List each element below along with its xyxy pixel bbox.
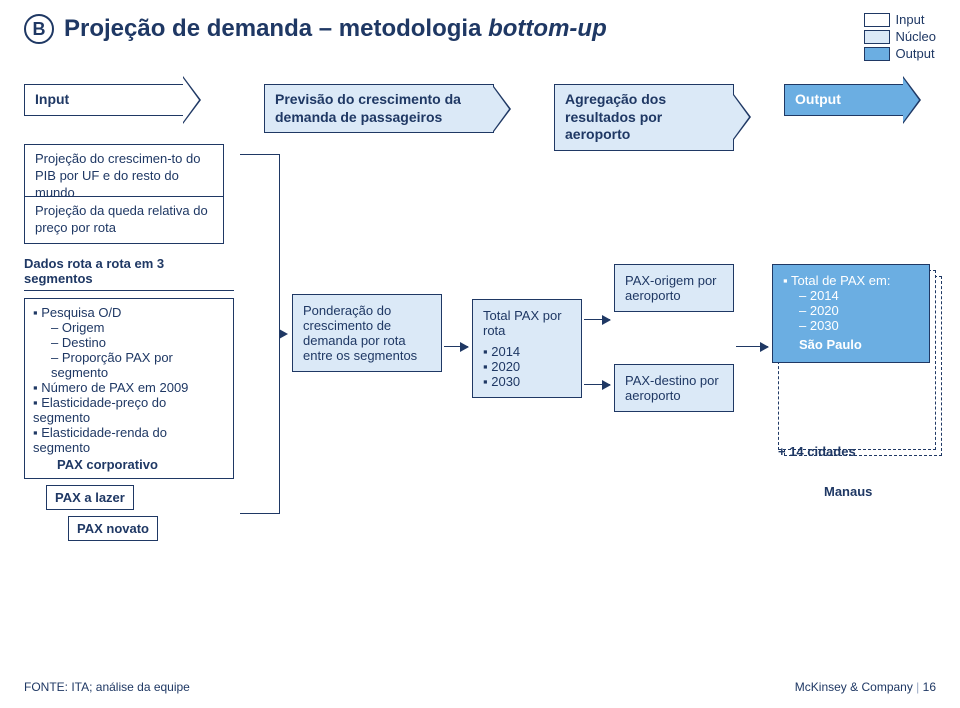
arrow-icon xyxy=(584,384,610,385)
out-2030: 2030 xyxy=(783,318,919,333)
stage-output-label: Output xyxy=(795,91,841,107)
stage-input: Input xyxy=(24,84,184,116)
legend-nucleo-label: Núcleo xyxy=(896,29,936,44)
merge-bracket xyxy=(240,154,280,514)
section-badge: B xyxy=(24,14,54,44)
output-stack: Total de PAX em: 2014 2020 2030 São Paul… xyxy=(772,264,932,363)
legend-input: Input xyxy=(864,12,936,27)
stage-previsao: Previsão do crescimento da demanda de pa… xyxy=(264,84,494,133)
page-title: Projeção de demanda – metodologia bottom… xyxy=(64,14,607,44)
year-2014: 2014 xyxy=(483,344,571,359)
li-elast-preco: Elasticidade-preço do segmento xyxy=(33,395,225,425)
out-city-sp: São Paulo xyxy=(783,337,919,352)
box-ponderacao: Ponderação do crescimento de demanda por… xyxy=(292,294,442,372)
out-city-manaus: Manaus xyxy=(824,484,872,499)
box-queda: Projeção da queda relativa do preço por … xyxy=(24,196,224,244)
swatch-input xyxy=(864,13,890,27)
chevron-icon xyxy=(903,76,921,124)
footer-source: FONTE: ITA; análise da equipe xyxy=(24,680,190,694)
li-numero-pax: Número de PAX em 2009 xyxy=(33,380,225,395)
li-elast-renda: Elasticidade-renda do segmento xyxy=(33,425,225,455)
footer-page: 16 xyxy=(923,680,936,694)
chevron-icon xyxy=(183,76,201,124)
arrow-icon xyxy=(584,319,610,320)
footer-right: McKinsey & Company 16 xyxy=(795,680,936,694)
output-card: Total de PAX em: 2014 2020 2030 São Paul… xyxy=(772,264,930,363)
box-pax-origem: PAX-origem por aeroporto xyxy=(614,264,734,312)
box-pax-destino: PAX-destino por aeroporto xyxy=(614,364,734,412)
seg-lazer: PAX a lazer xyxy=(46,485,134,510)
legend-input-label: Input xyxy=(896,12,925,27)
chevron-icon xyxy=(733,93,751,141)
year-2030: 2030 xyxy=(483,374,571,389)
stage-agregacao: Agregação dos resultados por aeroporto xyxy=(554,84,734,151)
stage-output: Output xyxy=(784,84,904,116)
out-2014: 2014 xyxy=(783,288,919,303)
footer: FONTE: ITA; análise da equipe McKinsey &… xyxy=(24,680,936,694)
year-2020: 2020 xyxy=(483,359,571,374)
total-title: Total PAX por rota xyxy=(483,308,571,338)
chevron-icon xyxy=(493,85,511,133)
footer-sep-icon xyxy=(913,680,923,694)
swatch-output xyxy=(864,47,890,61)
li-proporcao: Proporção PAX por segmento xyxy=(33,350,225,380)
title-italic: bottom-up xyxy=(488,15,607,42)
stage-previsao-label: Previsão do crescimento da demanda de pa… xyxy=(275,91,461,125)
arrow-icon xyxy=(444,346,468,347)
header: B Projeção de demanda – metodologia bott… xyxy=(0,0,960,44)
stage-agregacao-label: Agregação dos resultados por aeroporto xyxy=(565,91,666,142)
li-pesquisa: Pesquisa O/D xyxy=(33,305,225,320)
seg-corporativo: PAX corporativo xyxy=(33,457,225,472)
out-2020: 2020 xyxy=(783,303,919,318)
legend-nucleo: Núcleo xyxy=(864,29,936,44)
box-total-rota: Total PAX por rota 2014 2020 2030 xyxy=(472,299,582,398)
arrow-icon xyxy=(736,346,768,347)
stage-input-label: Input xyxy=(35,91,69,107)
dados-frame: Pesquisa O/D Origem Destino Proporção PA… xyxy=(24,298,234,479)
out-plus-cities: + 14 cidades xyxy=(778,444,856,459)
footer-company: McKinsey & Company xyxy=(795,680,913,694)
title-text: Projeção de demanda – metodologia xyxy=(64,15,488,42)
seg-novato: PAX novato xyxy=(68,516,158,541)
legend-output-label: Output xyxy=(896,46,935,61)
li-origem: Origem xyxy=(33,320,225,335)
swatch-nucleo xyxy=(864,30,890,44)
dados-heading: Dados rota a rota em 3 segmentos xyxy=(24,256,234,291)
legend: Input Núcleo Output xyxy=(864,12,936,63)
legend-output: Output xyxy=(864,46,936,61)
flow-diagram: Input Previsão do crescimento da demanda… xyxy=(24,84,936,604)
out-title: Total de PAX em: xyxy=(783,273,919,288)
dados-body: Pesquisa O/D Origem Destino Proporção PA… xyxy=(24,294,234,541)
li-destino: Destino xyxy=(33,335,225,350)
